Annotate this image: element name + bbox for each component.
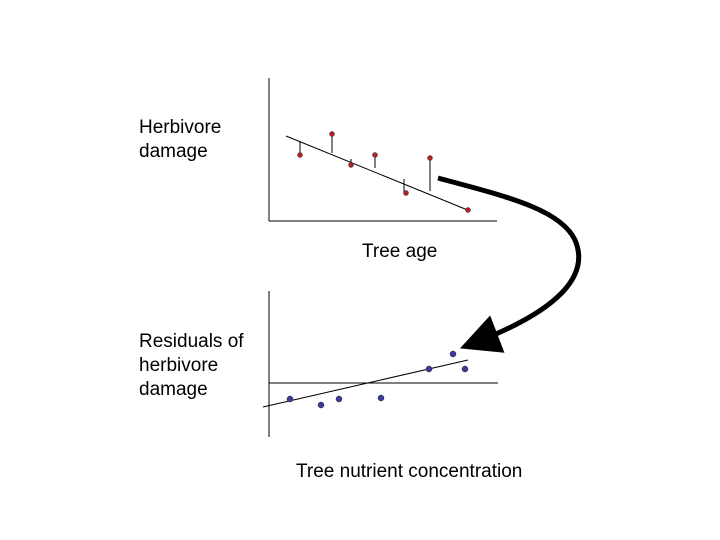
bottom-data-point: [377, 394, 385, 402]
top-data-point: [427, 155, 433, 161]
bottom-data-point: [286, 395, 294, 403]
top-data-point: [372, 152, 378, 158]
top-data-point: [403, 190, 409, 196]
top-plot-x-label: Tree age: [362, 241, 438, 262]
bottom-data-point: [335, 395, 343, 403]
top-plot-y-label: Herbivore damage: [139, 117, 222, 162]
bottom-data-point: [317, 401, 325, 409]
top-data-point: [465, 207, 471, 213]
bottom-plot-y-label: Residuals of herbivore damage: [139, 331, 244, 400]
bottom-plot-trend-line: [262, 359, 469, 408]
top-plot-trend-line: [285, 135, 471, 212]
top-data-point: [297, 152, 303, 158]
bottom-data-point: [461, 365, 469, 373]
top-data-point: [348, 162, 354, 168]
curved-arrow: [437, 175, 582, 353]
bottom-plot-x-label: Tree nutrient concentration: [296, 461, 523, 482]
bottom-data-point: [449, 350, 457, 358]
top-data-point: [329, 131, 335, 137]
bottom-data-point: [425, 365, 433, 373]
